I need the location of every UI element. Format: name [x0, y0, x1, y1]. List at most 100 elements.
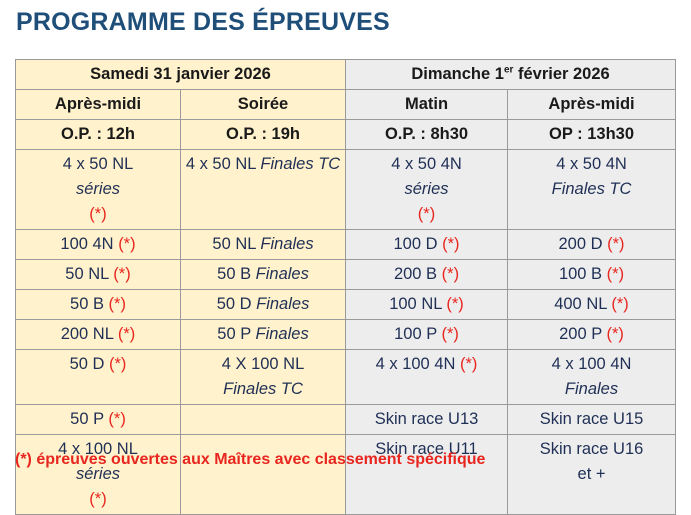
event-cell: Skin race U11	[345, 434, 509, 515]
event-cell: 50 NL (*)	[15, 259, 181, 290]
masters-marker: (*)	[441, 325, 459, 343]
masters-marker: (*)	[441, 265, 460, 283]
event-cell: 50 D (*)	[15, 349, 181, 405]
op-time-saturday-afternoon: O.P. : 12h	[15, 119, 181, 150]
session-sunday-afternoon: Après-midi	[507, 89, 677, 120]
event-name: 50 B	[217, 265, 256, 283]
event-name: 50 P	[217, 325, 256, 343]
schedule-table: Samedi 31 janvier 2026 Dimanche 1er févr…	[14, 59, 677, 515]
event-cell: 400 NL (*)	[507, 289, 677, 320]
event-cell: 4 X 100 NL Finales TC	[179, 349, 347, 405]
event-qualifier: et +	[577, 465, 606, 483]
event-cell: 100 4N (*)	[15, 229, 181, 260]
masters-marker: (*)	[417, 205, 436, 223]
event-row: 50 P (*) Skin race U13 Skin race U15	[15, 404, 677, 435]
event-qualifier: Finales	[255, 265, 309, 283]
page-title: PROGRAMME DES ÉPREUVES	[16, 8, 390, 36]
event-name: Skin race U15	[539, 410, 644, 428]
event-qualifier: Finales TC	[260, 155, 341, 173]
event-qualifier: Finales	[255, 325, 309, 343]
masters-marker: (*)	[611, 295, 629, 313]
op-time-sunday-morning: O.P. : 8h30	[345, 119, 509, 150]
event-name: Skin race U11	[375, 440, 478, 458]
event-qualifier: Finales	[564, 380, 619, 398]
event-name: 4 X 100 NL	[221, 355, 305, 373]
event-cell: 4 x 100 4N (*)	[345, 349, 509, 405]
event-cell: 4 x 50 4N Finales TC	[507, 149, 677, 230]
event-row: 100 4N (*) 50 NL Finales 100 D (*) 200 D (*…	[15, 229, 677, 260]
event-qualifier: Finales	[260, 235, 314, 253]
event-row: 4 x 50 NL séries (*) 4 x 50 NL Finales TC 4…	[15, 149, 677, 230]
event-name: 4 x 50 NL	[62, 155, 134, 173]
event-cell: 100 D (*)	[345, 229, 509, 260]
session-saturday-evening: Soirée	[179, 89, 347, 120]
event-name: 50 NL	[65, 265, 114, 283]
event-cell: 200 B (*)	[345, 259, 509, 290]
event-qualifier: Finales TC	[551, 180, 632, 198]
footnote: (*) épreuves ouvertes aux Maîtres avec c…	[15, 451, 486, 468]
session-header-row: Après-midi Soirée Matin Après-midi	[15, 89, 677, 120]
event-qualifier: Finales	[256, 295, 310, 313]
masters-marker: (*)	[442, 235, 460, 253]
event-cell: 4 x 50 NL séries (*)	[15, 149, 181, 230]
masters-marker: (*)	[460, 355, 478, 373]
event-cell: 50 NL Finales	[179, 229, 347, 260]
masters-marker: (*)	[606, 325, 624, 343]
event-cell: 4 x 50 NL Finales TC	[179, 149, 347, 230]
event-cell: 200 P (*)	[507, 319, 677, 350]
sunday-header: Dimanche 1er février 2026	[345, 59, 677, 90]
event-cell: 100 NL (*)	[345, 289, 509, 320]
op-time-saturday-evening: O.P. : 19h	[179, 119, 347, 150]
event-cell: 50 D Finales	[179, 289, 347, 320]
event-row: 50 NL (*) 50 B Finales 200 B (*) 100 B (*)	[15, 259, 677, 290]
session-saturday-afternoon: Après-midi	[15, 89, 181, 120]
event-cell: 50 B Finales	[179, 259, 347, 290]
event-name: 200 NL	[60, 325, 118, 343]
event-name: 4 x 50 4N	[391, 155, 462, 173]
masters-marker: (*)	[113, 265, 131, 283]
event-cell: 4 x 100 4N Finales	[507, 349, 677, 405]
event-name: 200 P	[559, 325, 607, 343]
event-name: 100 4N	[60, 235, 119, 253]
event-cell: 50 P Finales	[179, 319, 347, 350]
event-cell: Skin race U16 et +	[507, 434, 677, 515]
session-sunday-morning: Matin	[345, 89, 509, 120]
masters-marker: (*)	[89, 205, 107, 223]
event-row: 4 x 100 NL séries (*) Skin race U11 Skin ra…	[15, 434, 677, 515]
event-name: 100 P	[394, 325, 442, 343]
masters-marker: (*)	[108, 410, 126, 428]
event-cell	[179, 434, 347, 515]
event-name: 4 x 100 4N	[551, 355, 632, 373]
event-name: 50 D	[216, 295, 257, 313]
saturday-header: Samedi 31 janvier 2026	[14, 59, 347, 90]
event-name: 4 x 50 NL	[185, 155, 261, 173]
event-name: 4 x 50 4N	[556, 155, 627, 173]
event-cell: 50 P (*)	[15, 404, 181, 435]
event-name: 50 D	[69, 355, 109, 373]
event-name: 4 x 100 4N	[375, 355, 460, 373]
event-name: Skin race U13	[374, 410, 479, 428]
masters-marker: (*)	[117, 325, 136, 343]
day-header-row: Samedi 31 janvier 2026 Dimanche 1er févr…	[14, 59, 677, 90]
event-cell: 4 x 50 4N séries (*)	[345, 149, 509, 230]
masters-marker: (*)	[118, 235, 136, 253]
event-name: 4 x 100 NL	[58, 440, 138, 458]
event-row: 200 NL (*) 50 P Finales 100 P (*) 200 P (*)	[15, 319, 677, 350]
event-cell: 200 D (*)	[507, 229, 677, 260]
masters-marker: (*)	[108, 295, 126, 313]
event-cell: 50 B (*)	[15, 289, 181, 320]
op-time-sunday-afternoon: OP : 13h30	[507, 119, 677, 150]
event-name: 200 D	[558, 235, 608, 253]
masters-marker: (*)	[89, 490, 107, 508]
masters-marker: (*)	[446, 295, 464, 313]
event-row: 50 D (*) 4 X 100 NL Finales TC 4 x 100 4N (…	[15, 349, 677, 405]
masters-marker: (*)	[109, 355, 127, 373]
event-qualifier: Finales TC	[223, 380, 303, 398]
masters-marker: (*)	[606, 265, 625, 283]
event-cell: 100 P (*)	[345, 319, 509, 350]
event-cell: Skin race U15	[507, 404, 677, 435]
masters-marker: (*)	[607, 235, 625, 253]
event-cell: Skin race U13	[345, 404, 509, 435]
event-qualifier: séries	[75, 180, 120, 198]
event-name: 50 P	[70, 410, 109, 428]
